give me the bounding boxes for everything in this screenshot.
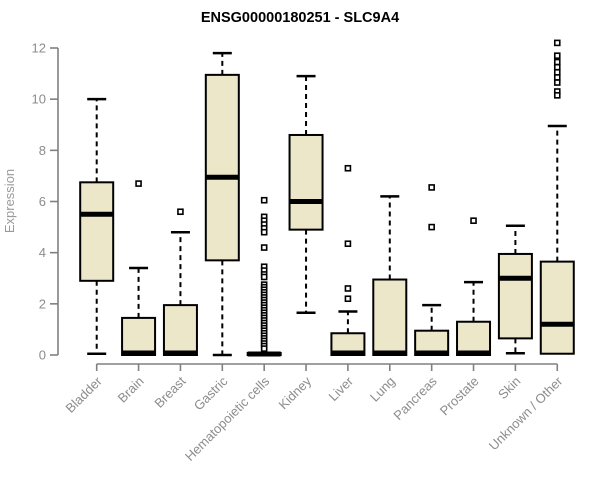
x-category-label-liver: Liver — [326, 373, 357, 404]
outlier-point-hematopoietic-cells — [260, 196, 268, 204]
outlier-point-brain — [135, 180, 142, 187]
outlier-point-hematopoietic-cells — [260, 273, 268, 281]
x-category-label-bladder: Bladder — [63, 373, 106, 416]
outlier-point-breast — [177, 208, 184, 216]
x-category-label-breast: Breast — [151, 373, 188, 410]
x-category-label-unknown-other: Unknown / Other — [486, 373, 566, 453]
box-skin — [497, 252, 533, 340]
outlier-point-unknown-other — [553, 52, 561, 59]
box-unknown-other — [539, 260, 575, 355]
outlier-point-hematopoietic-cells — [260, 345, 268, 352]
x-category-label-skin: Skin — [495, 374, 523, 402]
outlier-point-liver — [344, 240, 352, 248]
outlier-point-unknown-other — [553, 74, 561, 81]
x-category-label-prostate: Prostate — [437, 374, 482, 419]
y-axis-label: Expression — [2, 169, 17, 233]
outlier-point-hematopoietic-cells — [260, 228, 268, 236]
x-category-label-gastric: Gastric — [191, 373, 231, 413]
box-kidney — [288, 133, 324, 231]
box-breast — [162, 304, 198, 356]
y-tick-label: 8 — [39, 143, 46, 158]
box-prostate — [456, 320, 492, 357]
box-brain — [121, 316, 157, 357]
outlier-point-pancreas — [428, 184, 435, 191]
y-tick-label: 4 — [39, 245, 46, 260]
y-tick-label: 12 — [32, 41, 46, 56]
outlier-point-hematopoietic-cells — [260, 244, 268, 251]
outlier-point-liver — [344, 164, 352, 172]
x-category-label-brain: Brain — [115, 374, 147, 406]
outlier-point-unknown-other — [553, 69, 561, 76]
box-lung — [372, 278, 408, 357]
outlier-point-liver — [344, 295, 352, 303]
outlier-point-unknown-other — [553, 58, 561, 66]
x-category-label-pancreas: Pancreas — [390, 373, 440, 423]
box-bladder — [79, 181, 115, 282]
outlier-point-liver — [344, 285, 352, 292]
chart-title: ENSG00000180251 - SLC9A4 — [201, 10, 399, 26]
x-category-label-kidney: Kidney — [275, 373, 314, 412]
outlier-point-prostate — [470, 217, 477, 224]
outlier-point-unknown-other — [553, 79, 561, 86]
outlier-point-pancreas — [428, 223, 435, 231]
y-tick-label: 6 — [39, 194, 46, 209]
outlier-point-unknown-other — [553, 92, 561, 99]
y-tick-label: 2 — [39, 296, 46, 311]
box-gastric — [204, 73, 240, 262]
outlier-point-unknown-other — [553, 63, 561, 71]
outlier-point-unknown-other — [553, 39, 561, 47]
x-category-label-lung: Lung — [367, 374, 398, 405]
y-tick-label: 10 — [32, 92, 46, 107]
y-tick-label: 0 — [39, 348, 46, 363]
